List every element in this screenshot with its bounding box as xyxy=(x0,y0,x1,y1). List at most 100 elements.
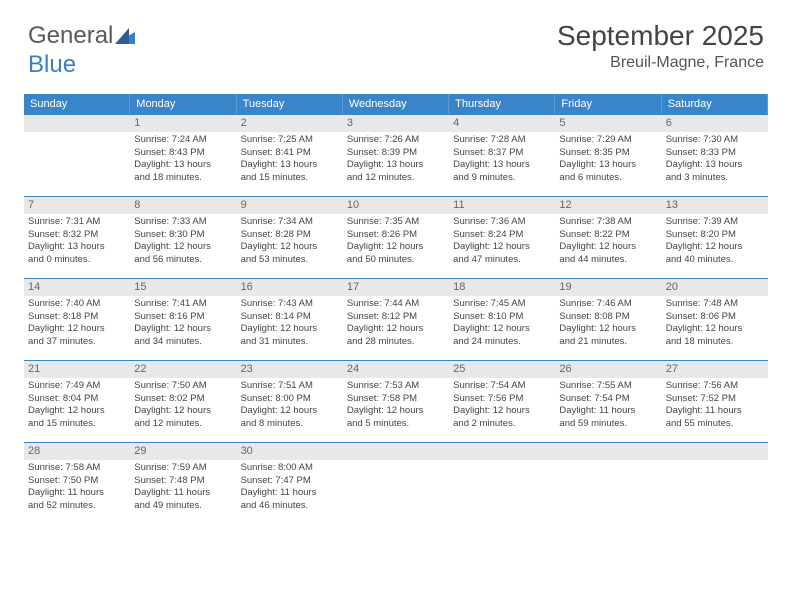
header: September 2025 Breuil-Magne, France xyxy=(557,20,764,72)
day-sunrise: Sunrise: 7:43 AM xyxy=(241,298,339,311)
day-cell: 27Sunrise: 7:56 AMSunset: 7:52 PMDayligh… xyxy=(662,360,768,442)
day-sunrise: Sunrise: 7:31 AM xyxy=(28,216,126,229)
day-daylight2: and 46 minutes. xyxy=(241,500,339,513)
day-sunrise: Sunrise: 7:45 AM xyxy=(453,298,551,311)
day-number: 13 xyxy=(662,197,768,214)
day-cell: 29Sunrise: 7:59 AMSunset: 7:48 PMDayligh… xyxy=(130,442,236,524)
day-daylight2: and 56 minutes. xyxy=(134,254,232,267)
day-number xyxy=(449,443,555,460)
day-number: 8 xyxy=(130,197,236,214)
day-sunset: Sunset: 8:35 PM xyxy=(559,147,657,160)
day-header: Monday xyxy=(130,94,236,114)
day-daylight1: Daylight: 11 hours xyxy=(134,487,232,500)
day-daylight2: and 47 minutes. xyxy=(453,254,551,267)
day-cell: 21Sunrise: 7:49 AMSunset: 8:04 PMDayligh… xyxy=(24,360,130,442)
day-sunset: Sunset: 8:26 PM xyxy=(347,229,445,242)
day-number: 14 xyxy=(24,279,130,296)
day-daylight2: and 28 minutes. xyxy=(347,336,445,349)
day-daylight1: Daylight: 12 hours xyxy=(241,241,339,254)
day-sunset: Sunset: 8:12 PM xyxy=(347,311,445,324)
day-sunrise: Sunrise: 7:41 AM xyxy=(134,298,232,311)
day-cell: 13Sunrise: 7:39 AMSunset: 8:20 PMDayligh… xyxy=(662,196,768,278)
day-sunrise: Sunrise: 7:56 AM xyxy=(666,380,764,393)
day-cell xyxy=(449,442,555,524)
day-cell: 3Sunrise: 7:26 AMSunset: 8:39 PMDaylight… xyxy=(343,114,449,196)
day-number: 7 xyxy=(24,197,130,214)
day-sunrise: Sunrise: 7:50 AM xyxy=(134,380,232,393)
day-number: 11 xyxy=(449,197,555,214)
day-cell: 23Sunrise: 7:51 AMSunset: 8:00 PMDayligh… xyxy=(237,360,343,442)
day-daylight1: Daylight: 12 hours xyxy=(666,323,764,336)
day-sunrise: Sunrise: 7:38 AM xyxy=(559,216,657,229)
day-sunrise: Sunrise: 7:44 AM xyxy=(347,298,445,311)
day-sunset: Sunset: 8:22 PM xyxy=(559,229,657,242)
day-sunrise: Sunrise: 7:55 AM xyxy=(559,380,657,393)
day-daylight2: and 15 minutes. xyxy=(28,418,126,431)
day-number: 29 xyxy=(130,443,236,460)
day-daylight2: and 44 minutes. xyxy=(559,254,657,267)
day-daylight1: Daylight: 13 hours xyxy=(28,241,126,254)
day-daylight1: Daylight: 12 hours xyxy=(453,241,551,254)
day-daylight1: Daylight: 12 hours xyxy=(28,405,126,418)
day-number: 16 xyxy=(237,279,343,296)
day-cell: 28Sunrise: 7:58 AMSunset: 7:50 PMDayligh… xyxy=(24,442,130,524)
day-sunrise: Sunrise: 7:58 AM xyxy=(28,462,126,475)
day-number xyxy=(662,443,768,460)
day-daylight1: Daylight: 13 hours xyxy=(666,159,764,172)
page-title: September 2025 xyxy=(557,20,764,52)
day-cell: 7 Sunrise: 7:31 AMSunset: 8:32 PMDaylight… xyxy=(24,196,130,278)
day-sunset: Sunset: 8:24 PM xyxy=(453,229,551,242)
day-number: 1 xyxy=(130,115,236,132)
day-cell: 24Sunrise: 7:53 AMSunset: 7:58 PMDayligh… xyxy=(343,360,449,442)
day-number: 5 xyxy=(555,115,661,132)
day-sunset: Sunset: 7:54 PM xyxy=(559,393,657,406)
day-daylight2: and 37 minutes. xyxy=(28,336,126,349)
day-cell: 9Sunrise: 7:34 AMSunset: 8:28 PMDaylight… xyxy=(237,196,343,278)
day-sunrise: Sunrise: 7:29 AM xyxy=(559,134,657,147)
day-daylight1: Daylight: 13 hours xyxy=(241,159,339,172)
day-sunset: Sunset: 8:32 PM xyxy=(28,229,126,242)
day-sunrise: Sunrise: 7:53 AM xyxy=(347,380,445,393)
day-number: 25 xyxy=(449,361,555,378)
logo: General Blue xyxy=(28,22,135,79)
logo-triangle-icon xyxy=(115,23,135,51)
day-sunrise: Sunrise: 7:40 AM xyxy=(28,298,126,311)
day-number: 2 xyxy=(237,115,343,132)
day-sunset: Sunset: 8:08 PM xyxy=(559,311,657,324)
day-cell xyxy=(555,442,661,524)
day-cell: 26Sunrise: 7:55 AMSunset: 7:54 PMDayligh… xyxy=(555,360,661,442)
day-cell: 22Sunrise: 7:50 AMSunset: 8:02 PMDayligh… xyxy=(130,360,236,442)
day-cell: 2Sunrise: 7:25 AMSunset: 8:41 PMDaylight… xyxy=(237,114,343,196)
day-sunrise: Sunrise: 8:00 AM xyxy=(241,462,339,475)
logo-text-1: General xyxy=(28,22,113,49)
day-daylight2: and 53 minutes. xyxy=(241,254,339,267)
day-daylight2: and 12 minutes. xyxy=(347,172,445,185)
day-daylight2: and 34 minutes. xyxy=(134,336,232,349)
day-number: 27 xyxy=(662,361,768,378)
day-sunset: Sunset: 7:50 PM xyxy=(28,475,126,488)
day-cell: 12Sunrise: 7:38 AMSunset: 8:22 PMDayligh… xyxy=(555,196,661,278)
day-daylight1: Daylight: 11 hours xyxy=(28,487,126,500)
day-number xyxy=(343,443,449,460)
day-cell: 4Sunrise: 7:28 AMSunset: 8:37 PMDaylight… xyxy=(449,114,555,196)
day-sunrise: Sunrise: 7:25 AM xyxy=(241,134,339,147)
day-daylight2: and 15 minutes. xyxy=(241,172,339,185)
day-daylight2: and 40 minutes. xyxy=(666,254,764,267)
day-daylight2: and 18 minutes. xyxy=(666,336,764,349)
day-daylight2: and 50 minutes. xyxy=(347,254,445,267)
day-sunrise: Sunrise: 7:36 AM xyxy=(453,216,551,229)
day-daylight2: and 24 minutes. xyxy=(453,336,551,349)
day-daylight1: Daylight: 13 hours xyxy=(559,159,657,172)
day-sunrise: Sunrise: 7:33 AM xyxy=(134,216,232,229)
day-number: 23 xyxy=(237,361,343,378)
day-daylight1: Daylight: 11 hours xyxy=(666,405,764,418)
day-daylight1: Daylight: 12 hours xyxy=(134,323,232,336)
day-sunrise: Sunrise: 7:48 AM xyxy=(666,298,764,311)
day-sunset: Sunset: 8:39 PM xyxy=(347,147,445,160)
day-sunrise: Sunrise: 7:26 AM xyxy=(347,134,445,147)
day-sunrise: Sunrise: 7:54 AM xyxy=(453,380,551,393)
day-daylight2: and 21 minutes. xyxy=(559,336,657,349)
day-cell: 25Sunrise: 7:54 AMSunset: 7:56 PMDayligh… xyxy=(449,360,555,442)
day-daylight2: and 8 minutes. xyxy=(241,418,339,431)
day-daylight2: and 5 minutes. xyxy=(347,418,445,431)
